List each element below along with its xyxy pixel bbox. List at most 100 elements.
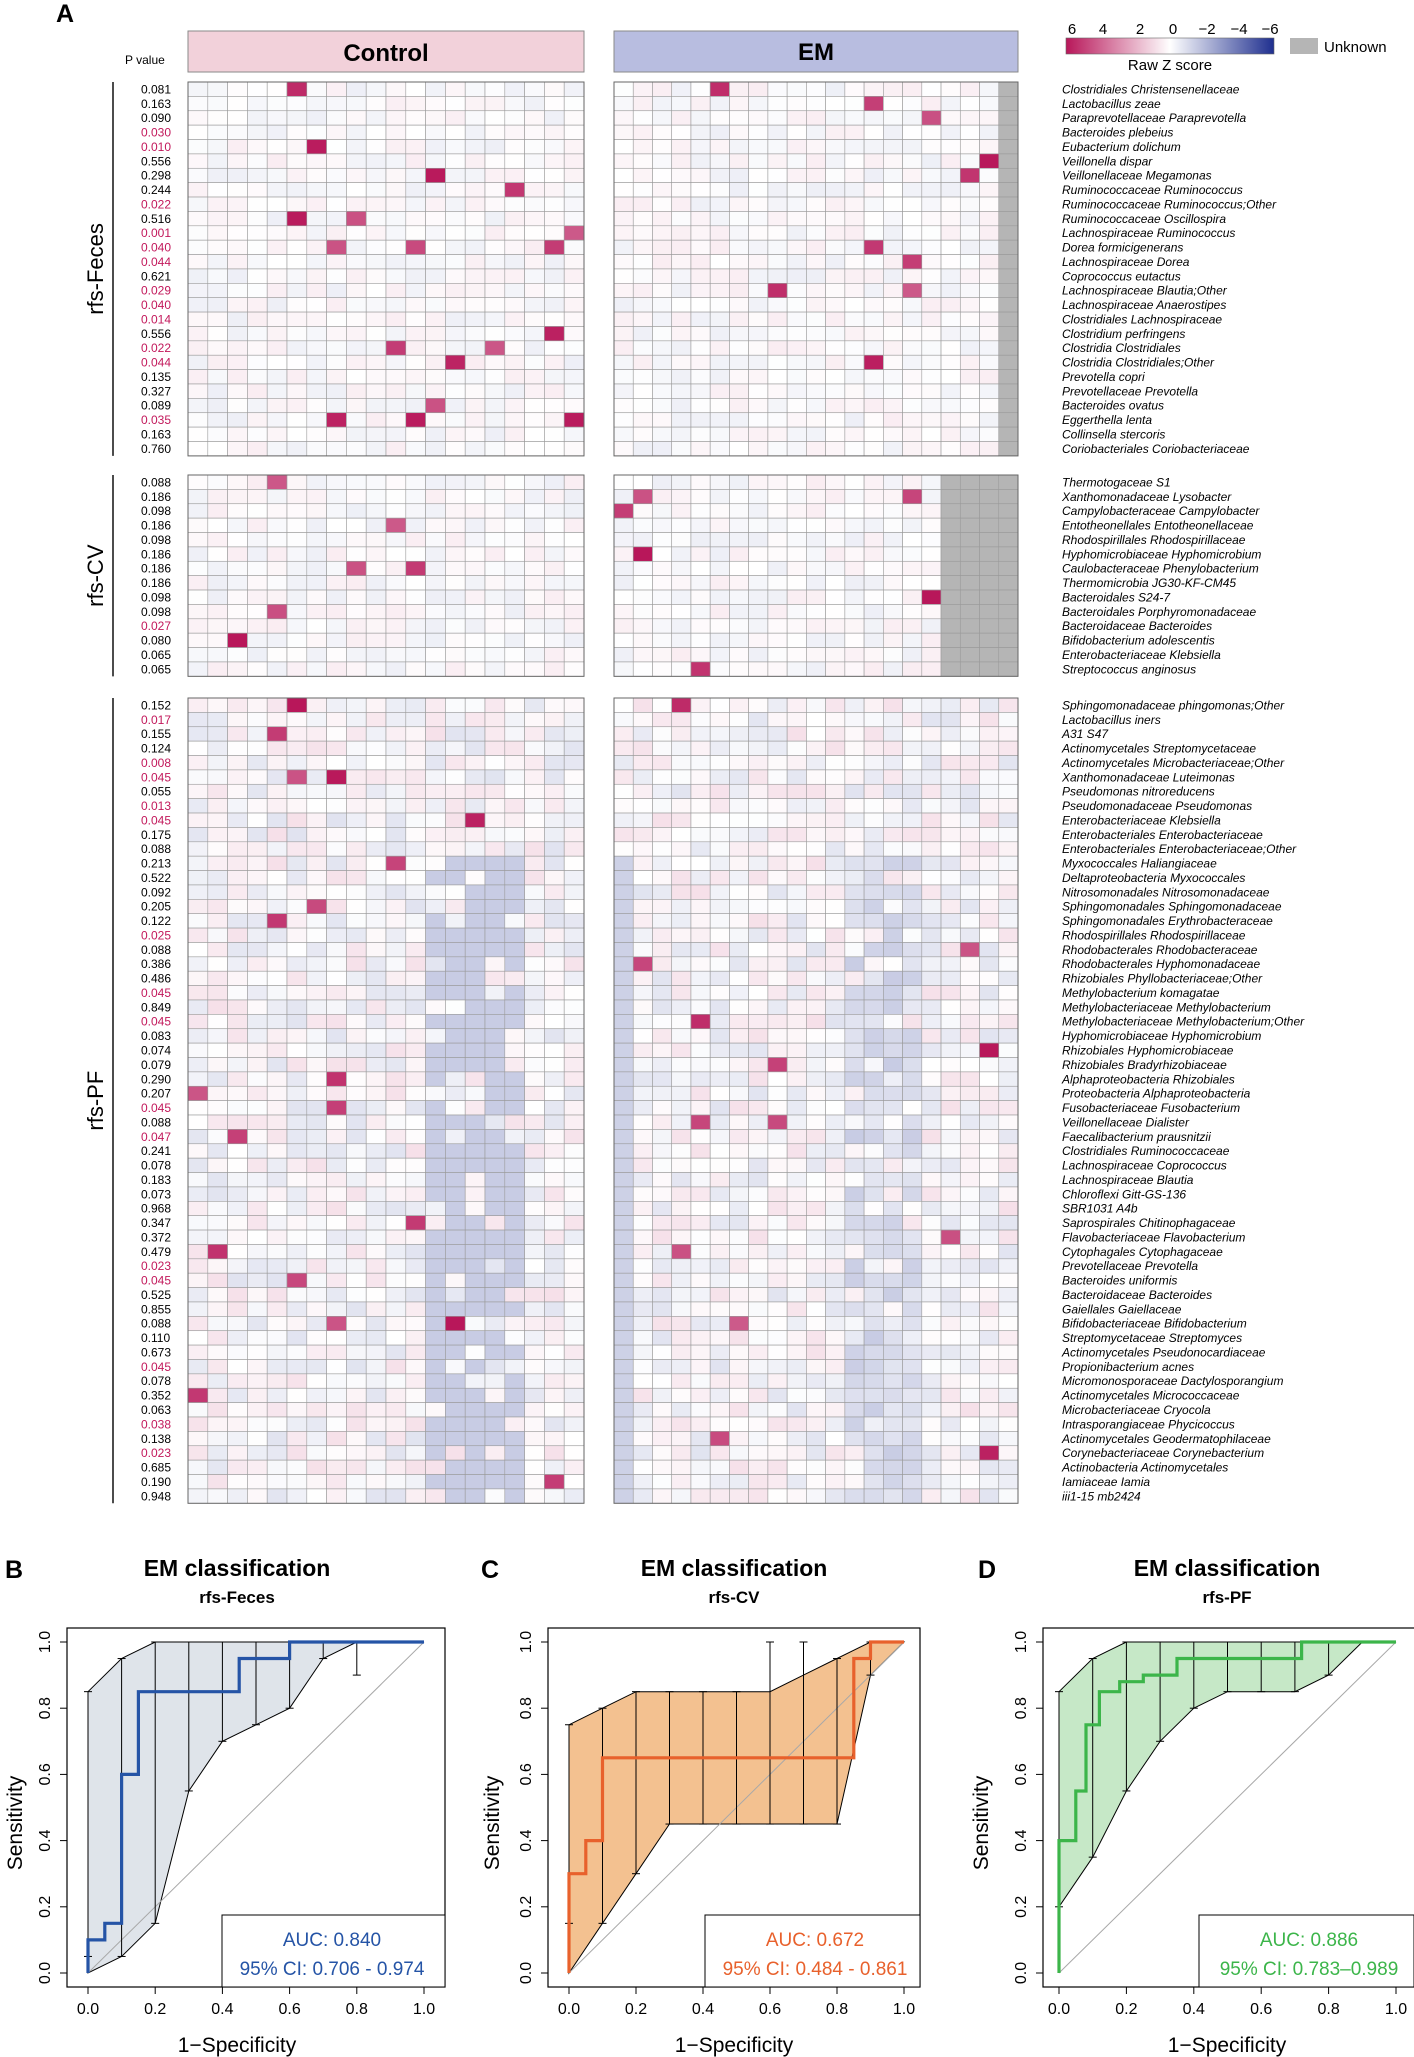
heatmap-cell	[806, 283, 826, 299]
heatmap-cell	[187, 1402, 209, 1418]
heatmap-cell	[385, 474, 407, 490]
heatmap-cell	[613, 1359, 634, 1375]
heatmap-cell	[709, 441, 730, 457]
heatmap-cell	[464, 1488, 486, 1504]
p-value: 0.347	[141, 1216, 171, 1230]
heatmap-cell	[748, 503, 769, 519]
heatmap-cell	[979, 1387, 1000, 1403]
heatmap-cell	[921, 927, 942, 943]
p-value: 0.098	[141, 605, 171, 619]
heatmap-cell	[405, 412, 426, 428]
heatmap-cell	[748, 985, 769, 1001]
heatmap-cell-unknown	[998, 182, 1019, 198]
heatmap-cell	[365, 604, 387, 620]
heatmap-cell	[748, 1057, 769, 1073]
heatmap-cell	[690, 1316, 711, 1332]
heatmap-cell	[690, 1014, 711, 1030]
heatmap-cell	[863, 661, 884, 677]
heatmap-cell	[709, 884, 730, 900]
heatmap-cell	[445, 1287, 466, 1303]
heatmap-cell	[786, 661, 807, 677]
heatmap-cell	[247, 827, 268, 843]
heatmap-cell	[825, 441, 846, 457]
heatmap-cell	[998, 1344, 1019, 1360]
heatmap-cell	[524, 1474, 545, 1490]
heatmap-cell	[306, 855, 327, 871]
heatmap-cell	[652, 913, 673, 929]
heatmap-cell	[286, 1186, 308, 1202]
heatmap-cell	[959, 1100, 980, 1116]
heatmap-cell	[405, 1229, 426, 1245]
heatmap-cell	[306, 589, 327, 605]
heatmap-cell	[979, 153, 1000, 169]
heatmap-cell	[844, 618, 865, 634]
heatmap-cell	[671, 1057, 692, 1073]
heatmap-cell	[266, 604, 288, 620]
heatmap-cell	[227, 1100, 248, 1116]
heatmap-cell	[883, 740, 903, 756]
heatmap-cell	[306, 1287, 327, 1303]
x-tick-label: 0.2	[625, 2001, 647, 2018]
heatmap-cell	[767, 81, 788, 97]
heatmap-cell	[365, 124, 387, 140]
heatmap-cell	[786, 798, 807, 814]
heatmap-cell	[247, 532, 268, 548]
heatmap-cell	[671, 254, 692, 270]
heatmap-cell	[671, 167, 692, 183]
taxon-label: Ruminococcaceae Ruminococcus	[1062, 183, 1243, 197]
roc-subtitle: rfs-CV	[708, 1588, 760, 1607]
heatmap-cell	[863, 326, 884, 342]
heatmap-cell	[883, 297, 903, 313]
heatmap-cell	[844, 546, 865, 562]
heatmap-cell	[484, 1172, 506, 1188]
heatmap-cell	[613, 956, 634, 972]
heatmap-cell	[671, 970, 692, 986]
heatmap-cell	[524, 1057, 545, 1073]
heatmap-cell	[227, 1402, 248, 1418]
heatmap-cell	[544, 726, 565, 742]
heatmap-cell	[385, 1416, 407, 1432]
heatmap-cell	[690, 1114, 711, 1130]
heatmap-cell	[306, 1157, 327, 1173]
p-value: 0.163	[141, 428, 171, 442]
heatmap-cell	[767, 783, 788, 799]
y-tick-label: 0.6	[518, 1763, 535, 1785]
heatmap-cell	[247, 913, 268, 929]
heatmap-cell	[445, 618, 466, 634]
heatmap-cell	[806, 426, 826, 442]
heatmap-cell	[247, 426, 268, 442]
heatmap-cell	[365, 1445, 387, 1461]
heatmap-cell	[187, 124, 209, 140]
heatmap-cell	[227, 1014, 248, 1030]
heatmap-cell	[346, 927, 367, 943]
taxon-label: Lactobacillus iners	[1062, 713, 1161, 727]
heatmap-cell	[921, 182, 942, 198]
heatmap-cell	[326, 1359, 347, 1375]
heatmap-cell	[464, 1215, 486, 1231]
heatmap-cell	[709, 1244, 730, 1260]
heatmap-cell	[425, 354, 446, 370]
heatmap-cell	[207, 1330, 228, 1346]
heatmap-cell	[863, 1229, 884, 1245]
heatmap-cell	[504, 1100, 525, 1116]
heatmap-cell	[187, 196, 209, 212]
heatmap-cell	[844, 1416, 865, 1432]
heatmap-cell	[729, 283, 749, 299]
heatmap-cell	[326, 1229, 347, 1245]
heatmap-cell	[187, 81, 209, 97]
heatmap-cell	[286, 870, 308, 886]
heatmap-cell	[671, 1100, 692, 1116]
heatmap-cell	[690, 426, 711, 442]
heatmap-cell	[902, 1445, 923, 1461]
heatmap-cell	[306, 489, 327, 505]
heatmap-cell-unknown	[940, 517, 961, 533]
heatmap-cell	[690, 927, 711, 943]
heatmap-cell	[979, 1028, 1000, 1044]
heatmap-cell	[306, 1071, 327, 1087]
heatmap-cell	[484, 913, 506, 929]
heatmap-cell	[445, 532, 466, 548]
y-tick-label: 0.2	[37, 1896, 54, 1918]
heatmap-cell	[844, 441, 865, 457]
heatmap-cell-unknown	[998, 153, 1019, 169]
taxon-label: Rhizobiales Phyllobacteriaceae;Other	[1062, 972, 1263, 986]
